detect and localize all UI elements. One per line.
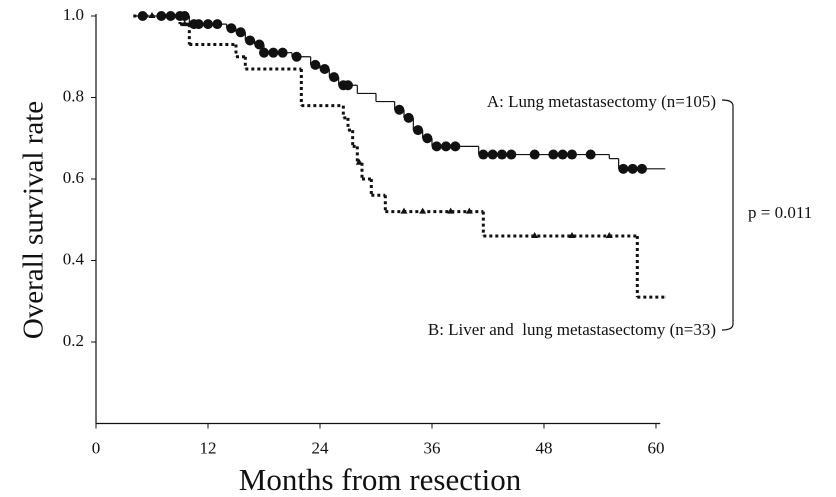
p-value: p = 0.011	[748, 203, 812, 222]
series-b-label: B: Liver and lung metastasectomy (n=33)	[428, 320, 716, 339]
censor-mark	[212, 19, 223, 30]
censor-mark	[400, 207, 408, 214]
censor-mark	[585, 149, 596, 160]
censor-mark	[235, 27, 246, 38]
censor-mark	[447, 207, 455, 214]
censor-mark	[139, 12, 147, 18]
censor-mark	[450, 141, 461, 152]
x-tick-label: 0	[92, 438, 101, 457]
x-tick-label: 48	[535, 438, 552, 457]
censor-mark	[618, 163, 629, 174]
y-tick-label: 0.8	[63, 86, 84, 105]
censor-mark	[226, 23, 237, 34]
x-tick-label: 36	[423, 438, 440, 457]
censor-mark	[403, 112, 414, 123]
censor-mark	[531, 232, 539, 239]
censor-mark	[394, 104, 405, 115]
x-tick-label: 12	[199, 438, 216, 457]
y-tick-label: 0.6	[63, 168, 84, 187]
censor-mark	[506, 149, 517, 160]
y-tick-label: 0.2	[63, 331, 84, 350]
censor-mark	[342, 80, 353, 91]
censor-mark	[167, 12, 175, 18]
y-tick-label: 1.0	[63, 5, 84, 24]
censor-mark	[496, 149, 507, 160]
censor-mark	[422, 133, 433, 144]
censor-mark	[487, 149, 498, 160]
censor-mark	[193, 19, 204, 30]
censor-mark	[157, 12, 165, 18]
censor-mark	[244, 35, 255, 46]
x-tick-label: 24	[311, 438, 329, 457]
series-a-label: A: Lung metastasectomy (n=105)	[487, 92, 716, 111]
censor-mark	[478, 149, 489, 160]
censor-mark	[605, 232, 613, 239]
censor-mark	[291, 51, 302, 62]
bracket	[721, 99, 734, 331]
censor-mark	[627, 163, 638, 174]
censor-mark	[254, 39, 265, 50]
censor-mark	[310, 59, 321, 70]
x-axis-label: Months from resection	[239, 462, 522, 497]
censor-mark	[568, 232, 576, 239]
y-axis-label: Overall survival rate	[18, 101, 50, 339]
censor-mark	[465, 207, 473, 214]
censor-mark	[277, 47, 288, 58]
censor-mark	[202, 19, 213, 30]
censor-mark	[636, 163, 647, 174]
censor-mark	[557, 149, 568, 160]
x-tick-label: 60	[647, 438, 664, 457]
censor-mark	[268, 47, 279, 58]
censor-mark	[328, 72, 339, 83]
censor-mark	[355, 158, 363, 165]
censor-mark	[258, 47, 269, 58]
censor-mark	[431, 141, 442, 152]
censor-mark	[548, 149, 559, 160]
censor-mark	[148, 12, 156, 18]
censor-mark	[412, 125, 423, 136]
censor-mark	[319, 63, 330, 74]
censor-mark	[419, 207, 427, 214]
censor-mark	[181, 20, 189, 27]
censor-mark	[529, 149, 540, 160]
censor-mark	[179, 11, 190, 21]
censor-mark	[440, 141, 451, 152]
censor-mark	[566, 149, 577, 160]
y-tick-label: 0.4	[63, 249, 85, 268]
